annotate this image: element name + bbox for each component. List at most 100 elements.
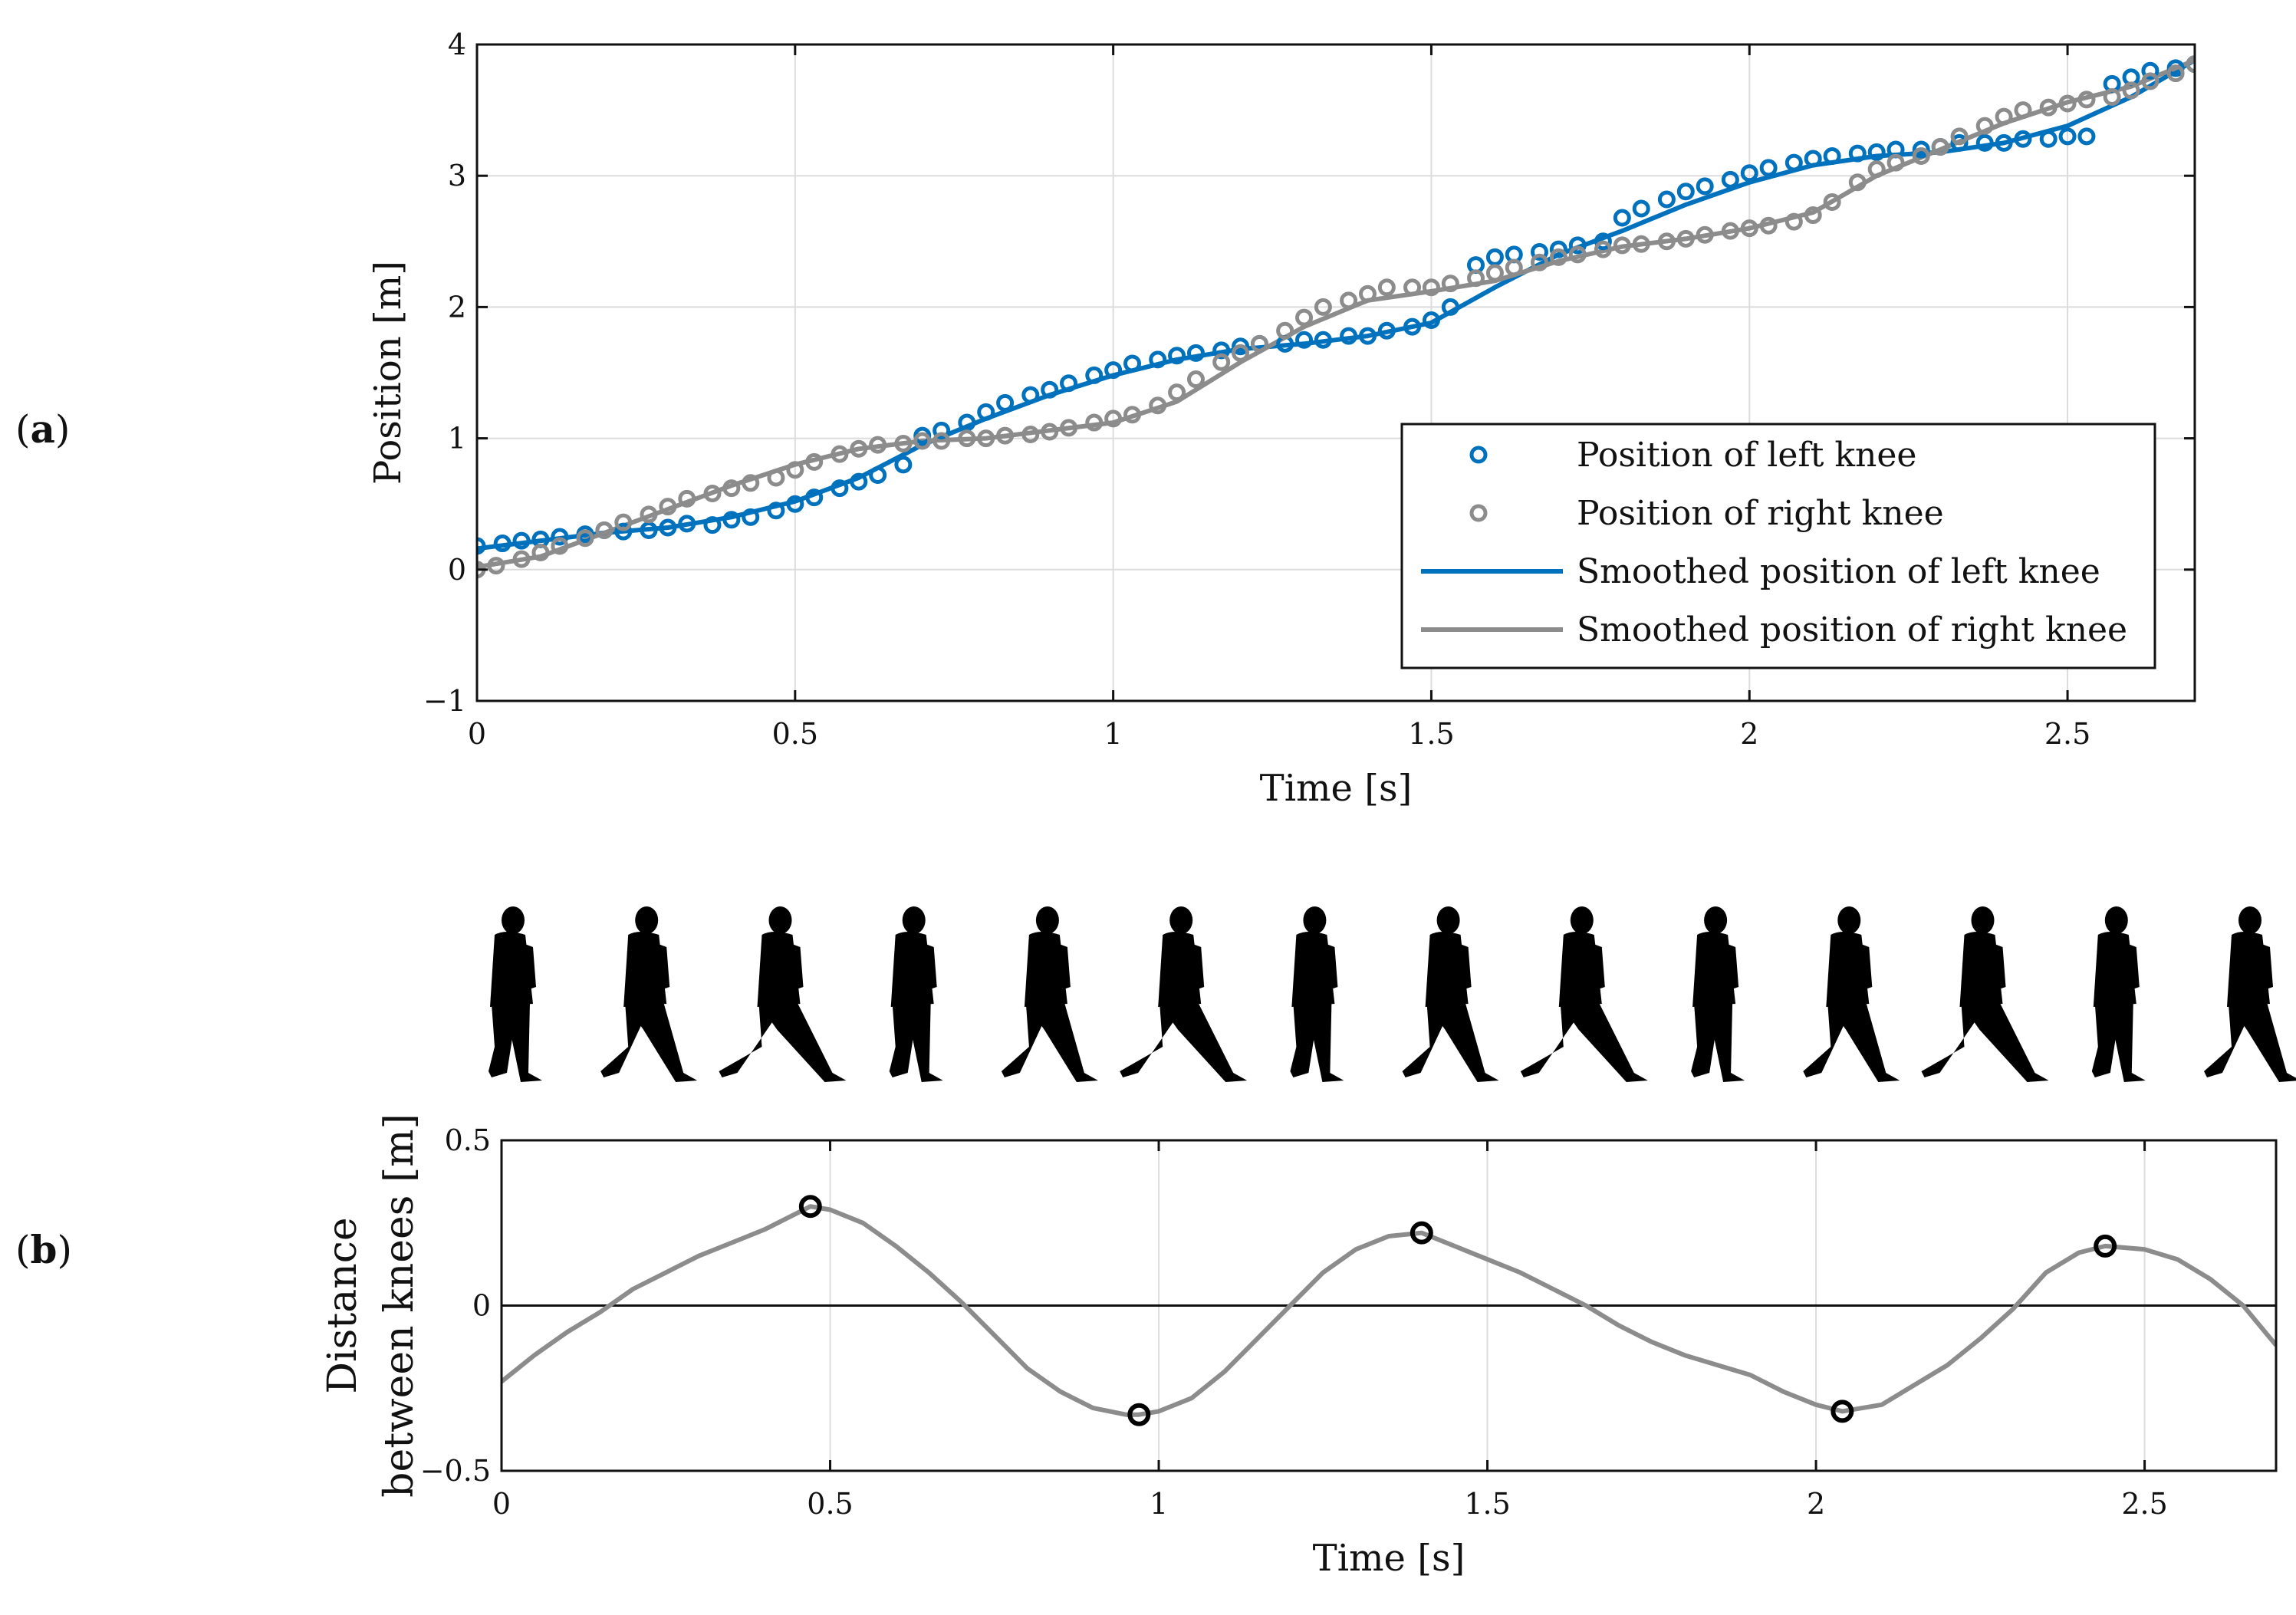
- data-point: [1784, 212, 1803, 231]
- data-point: [477, 537, 486, 555]
- data-point: [1232, 344, 1250, 362]
- walker-front-leg: [892, 1002, 943, 1082]
- y-axis-label-line: Distance: [320, 1217, 366, 1393]
- data-point: [1823, 147, 1841, 166]
- data-point: [786, 461, 804, 479]
- walker-arm: [1857, 942, 1873, 990]
- plot-content: [477, 55, 2195, 579]
- data-point: [1931, 138, 1949, 156]
- data-point: [1485, 248, 1504, 266]
- data-point: [805, 488, 824, 507]
- data-point: [1021, 386, 1040, 404]
- extremum-marker: [1127, 1403, 1151, 1426]
- walker-arm: [1054, 942, 1071, 990]
- data-point: [767, 469, 785, 487]
- walker-arm: [654, 942, 670, 990]
- data-point: [595, 521, 613, 539]
- walker-head: [1169, 906, 1193, 934]
- data-point: [1676, 229, 1695, 248]
- data-point: [678, 515, 696, 533]
- data-point: [996, 426, 1015, 445]
- panel-label-b: (b): [15, 1227, 72, 1272]
- walker-arm: [1322, 942, 1338, 990]
- walker-silhouette: [1402, 906, 1499, 1082]
- data-point: [1568, 245, 1587, 264]
- walker-front-leg: [1694, 1002, 1745, 1082]
- data-point: [678, 489, 696, 508]
- data-point: [1149, 350, 1167, 369]
- data-point: [640, 505, 658, 524]
- walker-front-leg: [1293, 1002, 1344, 1082]
- walker-head: [502, 906, 525, 934]
- data-point: [1530, 253, 1548, 271]
- data-point: [1804, 206, 1822, 225]
- walker-arm: [1990, 942, 2006, 990]
- data-point: [659, 518, 677, 537]
- data-point: [1568, 236, 1587, 255]
- data-point: [2141, 72, 2159, 90]
- data-point: [1950, 133, 1969, 152]
- data-point: [2077, 127, 2096, 146]
- data-point: [1530, 242, 1548, 261]
- x-tick-label: 2.5: [2044, 717, 2090, 751]
- data-point: [1549, 248, 1567, 266]
- data-point: [933, 421, 951, 439]
- x-axis-label: Time [s]: [1313, 1537, 1465, 1580]
- data-point: [869, 436, 887, 454]
- walker-silhouette: [889, 906, 943, 1082]
- data-point: [1867, 160, 1886, 179]
- data-point: [1021, 425, 1040, 443]
- data-point: [1740, 164, 1758, 183]
- data-point: [1804, 150, 1822, 168]
- data-point: [1123, 354, 1142, 373]
- data-point: [2141, 61, 2159, 80]
- walking-silhouettes: [488, 906, 2296, 1082]
- data-point: [1041, 423, 1059, 441]
- data-point: [1168, 383, 1186, 402]
- walker-arm: [1589, 942, 1605, 990]
- data-point: [1422, 278, 1440, 297]
- data-point: [1403, 278, 1422, 297]
- data-point: [2058, 127, 2077, 146]
- y-tick-label: 0: [472, 1289, 491, 1323]
- walker-front-leg: [1961, 1002, 2049, 1082]
- walker-front-leg: [1025, 1002, 1098, 1082]
- walker-back-leg: [1691, 1004, 1721, 1077]
- walker-silhouette: [719, 906, 847, 1082]
- data-point: [614, 522, 633, 541]
- data-point: [1912, 147, 1930, 166]
- data-point: [2122, 81, 2140, 100]
- walker-back-leg: [889, 1004, 919, 1077]
- data-point: [1212, 353, 1231, 371]
- data-point: [1186, 370, 1205, 389]
- walker-silhouette: [600, 906, 698, 1082]
- data-point: [1886, 153, 1905, 172]
- data-point: [722, 511, 741, 529]
- data-point: [1995, 107, 2013, 126]
- walker-arm: [2123, 942, 2140, 990]
- extremum-marker: [2094, 1234, 2117, 1258]
- walker-head: [2238, 906, 2261, 934]
- data-point: [1276, 321, 1294, 340]
- x-axis-label: Time [s]: [1260, 767, 1413, 810]
- y-tick-label: 1: [448, 422, 466, 456]
- data-point: [1950, 127, 1969, 146]
- walker-front-leg: [492, 1002, 542, 1082]
- walker-back-leg: [1120, 1004, 1186, 1077]
- data-point: [551, 537, 569, 555]
- data-point: [933, 432, 951, 450]
- walker-silhouette: [1520, 906, 1648, 1082]
- data-point: [2039, 98, 2058, 117]
- data-point: [1867, 143, 1886, 161]
- data-point: [977, 429, 995, 448]
- data-point: [2058, 94, 2077, 113]
- data-point: [1759, 159, 1778, 177]
- y-tick-label: −1: [423, 684, 466, 718]
- walker-arm: [2258, 942, 2273, 990]
- data-point: [742, 508, 760, 526]
- data-point: [1186, 344, 1205, 362]
- walker-head: [1704, 906, 1728, 934]
- y-tick-label: −0.5: [420, 1454, 491, 1488]
- data-point: [1377, 278, 1396, 297]
- data-point: [1721, 170, 1739, 189]
